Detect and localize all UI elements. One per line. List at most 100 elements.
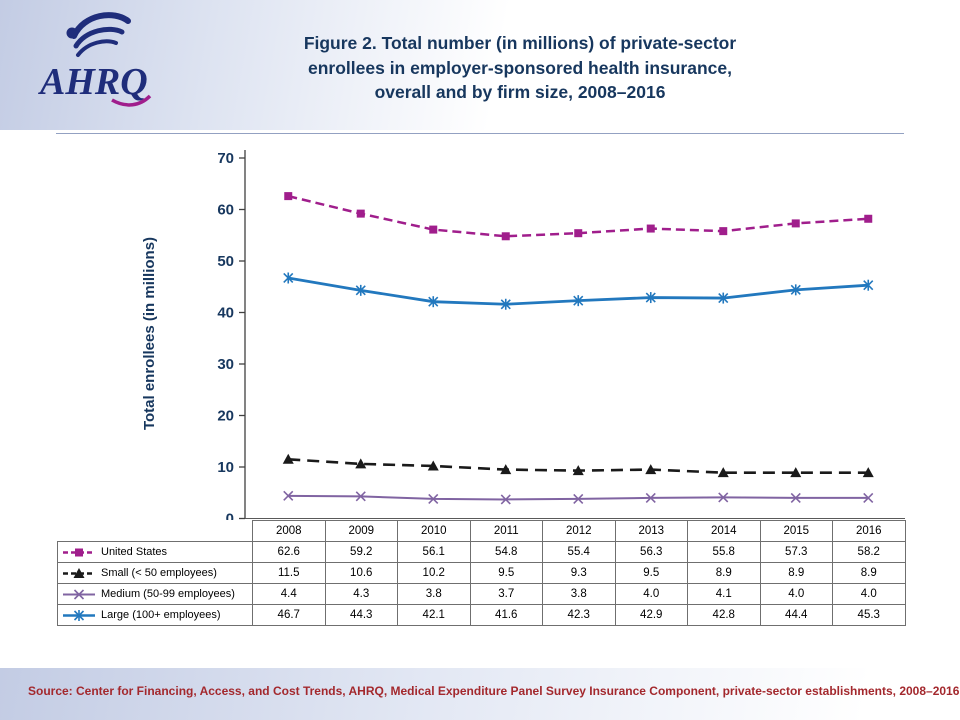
marker-triangle <box>355 458 367 469</box>
year-header: 2016 <box>832 520 906 542</box>
y-tick-label: 50 <box>217 253 234 270</box>
y-axis-title-text: Total enrollees (in millions) <box>141 236 159 430</box>
legend-label: Small (< 50 employees) <box>101 567 217 579</box>
value-cell: 4.4 <box>252 583 326 605</box>
year-header: 2010 <box>397 520 471 542</box>
value-cell: 3.8 <box>397 583 471 605</box>
year-header: 2012 <box>542 520 616 542</box>
value-cell: 9.3 <box>542 562 616 584</box>
value-cell: 44.3 <box>324 604 398 626</box>
footer-band: Source: Center for Financing, Access, an… <box>0 668 960 720</box>
marker-square <box>864 214 873 223</box>
value-cell: 10.6 <box>324 562 398 584</box>
value-cell: 8.9 <box>759 562 833 584</box>
marker-asterisk <box>355 285 366 296</box>
marker-x <box>283 490 294 501</box>
marker-triangle <box>282 453 294 464</box>
value-cell: 57.3 <box>759 541 833 563</box>
table-row: Large (100+ employees) 46.7 44.3 42.1 41.6 42… <box>57 604 906 626</box>
marker-asterisk <box>573 295 584 306</box>
value-cell: 42.8 <box>687 604 761 626</box>
marker-asterisk <box>790 284 801 295</box>
legend-line-icon <box>63 588 95 600</box>
table-row: Medium (50-99 employees) 4.4 4.3 3.8 3.7 3.8 4… <box>57 583 906 605</box>
marker-triangle <box>862 467 874 478</box>
value-cell: 56.3 <box>614 541 688 563</box>
y-tick-label: 60 <box>217 202 234 219</box>
marker-triangle <box>790 467 802 478</box>
y-tick-label: 10 <box>217 459 234 476</box>
value-cell: 9.5 <box>614 562 688 584</box>
marker-triangle <box>645 464 657 475</box>
y-tick-label: 30 <box>217 356 234 373</box>
marker-square <box>356 209 365 218</box>
value-cell: 45.3 <box>832 604 906 626</box>
value-cell: 42.3 <box>542 604 616 626</box>
marker-square <box>501 232 510 241</box>
marker-x <box>500 494 511 505</box>
marker-square <box>791 219 800 228</box>
legend-label: Large (100+ employees) <box>101 609 221 621</box>
value-cell: 4.0 <box>832 583 906 605</box>
year-header: 2015 <box>759 520 833 542</box>
legend-item: Large (100+ employees) <box>57 604 253 626</box>
y-tick-label: 40 <box>217 305 234 322</box>
marker-square <box>719 227 728 236</box>
legend-item: Medium (50-99 employees) <box>57 583 253 605</box>
data-table: 2008 2009 2010 2011 2012 2013 2014 2015 2016 Uni… <box>57 520 906 626</box>
value-cell: 11.5 <box>252 562 326 584</box>
year-header: 2009 <box>324 520 398 542</box>
marker-asterisk <box>73 609 85 621</box>
line-chart: 0 10 20 30 40 50 60 70 <box>217 150 905 521</box>
year-header: 2011 <box>469 520 543 542</box>
y-axis-title: Total enrollees (in millions) <box>136 146 164 520</box>
marker-asterisk <box>718 293 729 304</box>
header-band: AHRQ Figure 2. Total number (in millions… <box>0 0 960 130</box>
marker-x <box>790 492 801 503</box>
marker-x <box>573 493 584 504</box>
legend-item: Small (< 50 employees) <box>57 562 253 584</box>
table-row: United States 62.6 59.2 56.1 54.8 55.4 56.3 55.… <box>57 541 906 563</box>
ahrq-logo: AHRQ <box>34 4 156 124</box>
marker-asterisk <box>500 299 511 310</box>
year-header: 2013 <box>614 520 688 542</box>
hhs-eagle-icon <box>66 12 131 57</box>
marker-asterisk <box>283 272 294 284</box>
value-cell: 55.4 <box>542 541 616 563</box>
ahrq-logo-graphic: AHRQ <box>38 12 152 107</box>
marker-triangle <box>717 467 729 478</box>
marker-square <box>284 192 293 201</box>
legend-label: Medium (50-99 employees) <box>101 588 235 600</box>
value-cell: 56.1 <box>397 541 471 563</box>
value-cell: 59.2 <box>324 541 398 563</box>
value-cell: 58.2 <box>832 541 906 563</box>
value-cell: 54.8 <box>469 541 543 563</box>
marker-x <box>645 492 656 503</box>
marker-triangle <box>427 460 439 471</box>
marker-triangle <box>73 567 85 578</box>
marker-asterisk <box>645 292 656 303</box>
value-cell: 44.4 <box>759 604 833 626</box>
value-cell: 4.0 <box>759 583 833 605</box>
marker-square <box>75 548 83 556</box>
value-cell: 3.8 <box>542 583 616 605</box>
table-row: Small (< 50 employees) 11.5 10.6 10.2 9.5 9.3… <box>57 562 906 584</box>
value-cell: 8.9 <box>687 562 761 584</box>
value-cell: 9.5 <box>469 562 543 584</box>
marker-x <box>73 588 85 600</box>
logo-swoosh <box>111 94 152 107</box>
value-cell: 41.6 <box>469 604 543 626</box>
legend-line-icon <box>63 567 95 578</box>
marker-asterisk <box>428 296 439 307</box>
year-header: 2014 <box>687 520 761 542</box>
value-cell: 3.7 <box>469 583 543 605</box>
value-cell: 10.2 <box>397 562 471 584</box>
table-corner <box>58 521 253 542</box>
y-tick-label: 0 <box>226 511 234 521</box>
marker-square <box>574 229 583 238</box>
y-tick-label: 70 <box>217 150 234 167</box>
year-header: 2008 <box>252 520 326 542</box>
marker-x <box>863 492 874 503</box>
value-cell: 46.7 <box>252 604 326 626</box>
